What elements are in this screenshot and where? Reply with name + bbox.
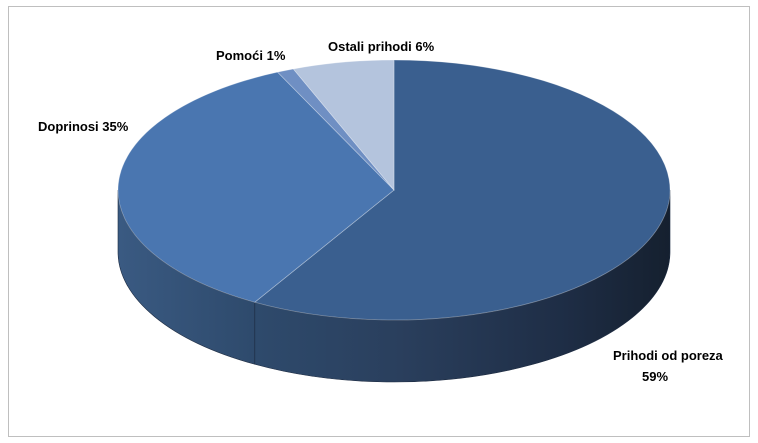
label-pomoci: Pomoći 1%	[216, 48, 286, 63]
label-doprinosi-value: 35%	[102, 119, 128, 134]
label-prihodi-od-poreza-value: 59%	[642, 369, 668, 384]
label-prihodi-od-poreza: Prihodi od poreza	[613, 348, 724, 363]
label-prihodi-name: Prihodi od poreza	[613, 348, 724, 363]
label-ostali-prihodi: Ostali prihodi 6%	[328, 39, 435, 54]
slice-pomoci	[276, 68, 395, 191]
label-pomoci-value: 1%	[267, 48, 286, 63]
label-ostali-prihodi-value: 6%	[415, 39, 434, 54]
slice-prihodi-od-poreza	[253, 59, 671, 321]
slice-ostali-prihodi	[292, 59, 395, 192]
slice-doprinosi	[117, 71, 395, 303]
label-doprinosi: Doprinosi 35%	[38, 119, 129, 134]
